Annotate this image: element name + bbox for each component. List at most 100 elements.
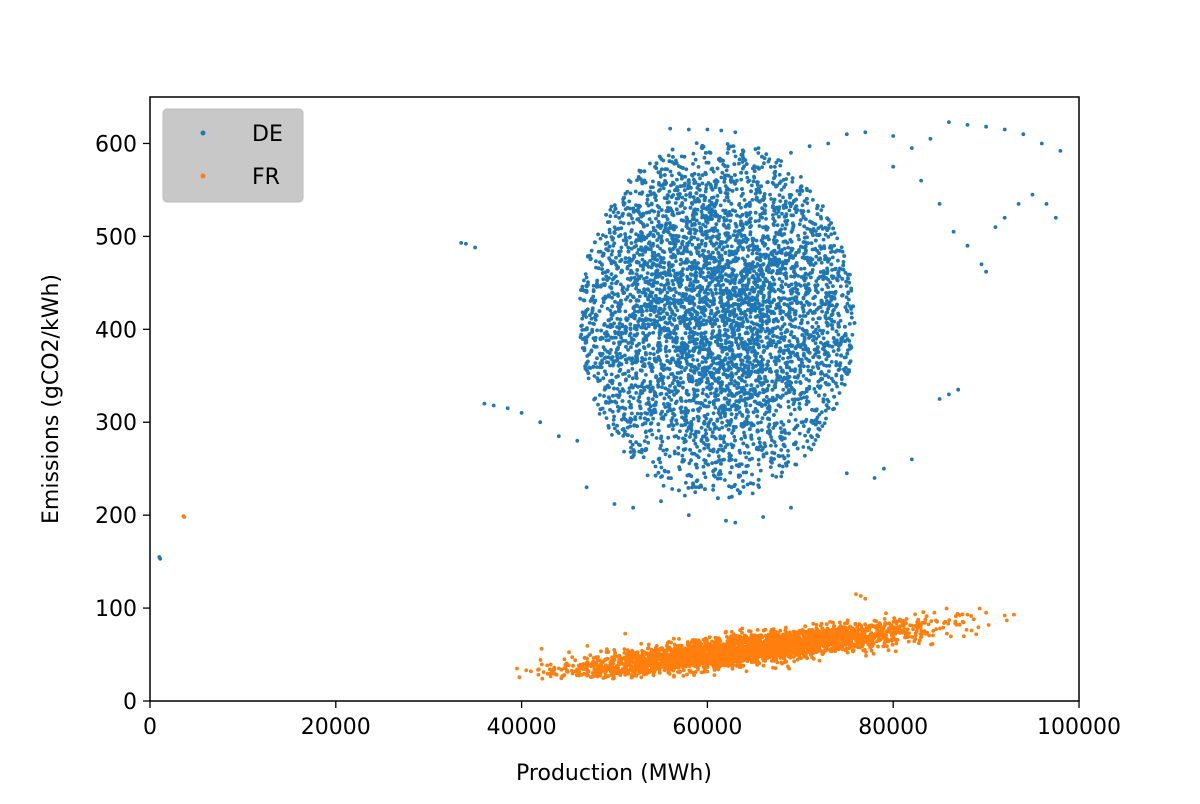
data-point-de: [789, 412, 793, 417]
data-point-de: [678, 429, 682, 434]
data-point-de: [642, 388, 647, 392]
data-point-de: [767, 422, 772, 427]
data-point-de: [615, 347, 620, 351]
data-point-de: [649, 428, 653, 433]
data-point-de: [664, 392, 669, 397]
data-point-de: [645, 197, 650, 202]
data-point-de: [822, 421, 827, 426]
data-point-de: [664, 354, 669, 358]
data-point-de: [778, 426, 783, 431]
data-point-de: [839, 353, 843, 358]
data-point-de: [770, 473, 775, 478]
data-point-de: [665, 238, 669, 242]
data-point-de: [828, 280, 833, 285]
data-point-de: [705, 274, 710, 279]
data-point-de: [805, 226, 810, 231]
data-point-de: [692, 235, 697, 240]
data-point-de: [604, 274, 609, 279]
data-point-de: [648, 421, 653, 426]
data-point-de: [593, 361, 598, 365]
data-point-de: [675, 211, 680, 216]
data-point-de: [802, 266, 807, 271]
data-point-de: [641, 455, 646, 460]
data-point-de: [720, 420, 724, 425]
data-point-de: [815, 364, 820, 369]
data-point-de: [844, 279, 848, 284]
data-point-de: [824, 373, 829, 377]
data-point-de: [727, 234, 732, 239]
data-point-de: [779, 296, 784, 301]
data-point-de: [816, 334, 821, 338]
data-point-de: [637, 294, 642, 299]
data-point-de: [668, 169, 673, 174]
data-point-de: [804, 377, 809, 381]
data-point-de: [760, 416, 765, 421]
data-point-de: [621, 238, 626, 243]
data-point-de: [613, 206, 618, 211]
data-point-de: [717, 367, 722, 371]
data-point-de: [713, 394, 718, 399]
data-point-de: [690, 173, 695, 178]
data-point-de: [829, 250, 833, 255]
data-point-de: [720, 425, 725, 430]
data-point-de: [781, 387, 786, 392]
data-point-de: [664, 344, 668, 349]
data-point-de: [630, 376, 635, 381]
data-point-de: [847, 322, 852, 326]
data-point-de: [649, 365, 653, 370]
data-point-de: [798, 407, 802, 411]
data-point-de: [819, 260, 824, 265]
data-point-de: [715, 450, 720, 454]
data-point-de: [829, 313, 834, 318]
data-point-de: [703, 241, 708, 246]
data-point-de: [803, 433, 807, 438]
data-point-de: [675, 421, 679, 426]
data-point-de: [649, 185, 653, 190]
data-point-de: [710, 461, 714, 465]
data-point-de: [745, 287, 750, 292]
data-point-de: [634, 349, 639, 354]
data-point-de: [688, 294, 692, 299]
data-point-de: [706, 250, 711, 254]
data-point-de: [618, 282, 623, 287]
data-point-de: [702, 197, 707, 202]
data-point-de: [619, 258, 624, 262]
data-point-de: [770, 205, 775, 210]
data-point-de: [648, 189, 653, 194]
data-point-de: [640, 252, 645, 257]
data-point-de: [742, 450, 747, 455]
data-point-de: [585, 368, 589, 373]
data-point-de: [725, 335, 730, 340]
data-point-de: [691, 151, 696, 156]
data-point-de: [776, 158, 781, 162]
data-point-de: [741, 479, 745, 483]
data-point-de: [732, 149, 736, 154]
data-point-de: [849, 288, 854, 293]
data-point-de: [749, 437, 754, 441]
data-point-de: [703, 428, 708, 432]
data-point-de: [735, 386, 740, 390]
data-point-de: [763, 402, 768, 407]
data-point-de: [588, 313, 592, 318]
data-point-de: [774, 408, 778, 413]
data-point-de: [709, 363, 714, 368]
data-point-de: [630, 341, 635, 346]
data-point-de: [672, 294, 676, 298]
data-point-de: [712, 213, 717, 218]
data-point-de: [591, 288, 596, 292]
data-point-de: [623, 260, 628, 264]
data-point-de: [627, 333, 632, 338]
data-point-de: [839, 374, 844, 379]
data-point-de: [692, 227, 696, 232]
data-point-de: [681, 251, 685, 256]
data-point-de: [737, 202, 742, 206]
data-point-de: [647, 217, 652, 222]
data-point-de: [816, 434, 821, 439]
data-point-de: [619, 245, 624, 250]
data-point-de: [678, 376, 683, 381]
data-point-de: [609, 272, 614, 276]
data-point-de: [729, 244, 734, 249]
data-point-de: [817, 427, 822, 432]
data-point-de: [623, 353, 627, 358]
data-point-de: [688, 435, 692, 439]
